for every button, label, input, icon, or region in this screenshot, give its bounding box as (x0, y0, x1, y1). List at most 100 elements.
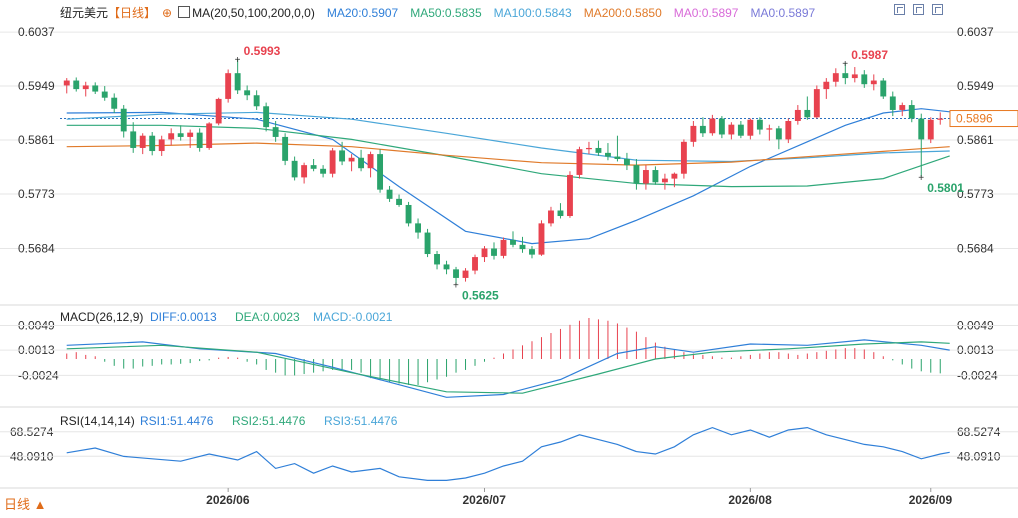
candle-body-82 (842, 73, 849, 79)
ma-value-2: MA100:0.5843 (493, 6, 572, 20)
ma-line-ma20 (66, 108, 950, 245)
price-tick-left-3: 0.5773 (18, 187, 55, 201)
candle-body-70 (728, 124, 735, 135)
candle-body-55 (586, 147, 592, 150)
candle-body-20 (253, 95, 260, 107)
candle-body-46 (500, 239, 507, 256)
candle-body-76 (785, 120, 792, 140)
candle-body-78 (804, 109, 811, 118)
current-price-text: 0.5896 (956, 112, 993, 126)
candle-body-26 (310, 165, 317, 169)
candle-body-19 (244, 90, 251, 96)
candle-body-22 (272, 127, 279, 137)
candle-body-75 (775, 128, 782, 140)
candle-body-18 (234, 73, 241, 91)
candle-body-11 (168, 133, 175, 140)
candle-body-88 (899, 105, 906, 110)
candle-body-89 (908, 105, 915, 119)
ma-value-4: MA0:0.5897 (673, 6, 739, 20)
candle-body-42 (462, 270, 469, 278)
candle-body-47 (510, 239, 516, 245)
expand-icon[interactable] (894, 4, 905, 15)
candle-body-44 (481, 248, 488, 258)
candle-body-39 (434, 254, 440, 265)
rsi-value-2: RSI3:51.4476 (324, 414, 398, 428)
x-label-2: 2026/08 (728, 493, 772, 507)
price-tick-left-4: 0.5684 (18, 242, 55, 256)
x-label-1: 2026/07 (463, 493, 507, 507)
candle-body-6 (120, 108, 127, 132)
candle-body-84 (861, 74, 868, 85)
macd-dea-line (66, 341, 950, 394)
annotation-low-2: 0.5801 (927, 181, 964, 195)
price-tick-right-0: 0.6037 (957, 25, 994, 39)
current-price-tag (949, 110, 1018, 128)
candle-body-83 (851, 74, 858, 79)
candle-body-25 (301, 165, 308, 178)
ma-header: 纽元美元【日线】 ⊕ MA(20,50,100,200,0,0) MA20:0.590… (60, 4, 827, 21)
candle-body-87 (889, 96, 896, 110)
annotation-low-1-marker: + (453, 281, 459, 292)
candle-body-5 (111, 97, 118, 109)
period-label[interactable]: 【日线】 (108, 6, 157, 20)
annotation-high-2: 0.5987 (851, 48, 888, 62)
candle-body-57 (604, 152, 611, 157)
candle-body-33 (377, 154, 384, 190)
annotation-high-1-marker: + (235, 55, 241, 66)
collapse-icon[interactable] (913, 4, 924, 15)
candle-body-60 (633, 165, 640, 184)
price-tick-left-2: 0.5861 (18, 133, 55, 147)
candle-body-49 (529, 249, 535, 255)
price-tick-right-3: 0.5773 (957, 187, 994, 201)
rsi-label: RSI(14,14,14) (60, 414, 135, 428)
ma-value-5: MA0:0.5897 (750, 6, 816, 20)
period-tab[interactable]: 日线 ▲ (0, 493, 56, 513)
candle-body-50 (538, 223, 545, 255)
candle-body-29 (339, 150, 346, 162)
macd-label: MACD(26,12,9) (60, 310, 143, 324)
candle-body-59 (623, 159, 630, 166)
annotation-low-1: 0.5625 (462, 289, 499, 303)
candle-body-4 (101, 91, 108, 98)
symbol-name: 纽元美元 (60, 6, 109, 20)
candle-body-15 (206, 123, 213, 148)
candle-body-67 (699, 125, 706, 134)
candle-body-41 (453, 269, 459, 278)
fullscreen-icon[interactable] (932, 4, 943, 15)
candle-body-37 (415, 223, 421, 233)
candle-body-1 (73, 80, 80, 90)
candle-body-61 (642, 170, 649, 184)
candle-body-81 (832, 73, 839, 82)
annotation-high-2-marker: + (842, 59, 848, 70)
rsi-value-1: RSI2:51.4476 (232, 414, 306, 428)
candle-body-56 (595, 147, 602, 153)
candle-body-62 (652, 170, 659, 183)
candle-body-30 (348, 157, 355, 162)
candle-body-63 (661, 178, 668, 183)
candle-body-64 (671, 173, 678, 179)
candle-body-40 (443, 264, 450, 270)
candle-body-0 (63, 80, 70, 86)
candle-body-80 (823, 81, 830, 90)
price-tick-left-1: 0.5949 (18, 79, 55, 93)
annotation-low-2-marker: + (918, 173, 924, 184)
settings-icon[interactable]: ⊕ (162, 6, 173, 20)
ma-icon[interactable] (178, 6, 191, 18)
candle-body-45 (491, 248, 497, 256)
candle-body-7 (130, 131, 137, 148)
candle-body-10 (158, 139, 165, 152)
candle-body-53 (567, 174, 573, 217)
candle-body-16 (215, 98, 222, 124)
candle-body-43 (472, 257, 478, 271)
candle-body-54 (576, 149, 583, 175)
x-label-3: 2026/09 (909, 493, 953, 507)
candle-body-36 (405, 204, 412, 224)
candle-body-72 (747, 119, 754, 136)
candle-body-27 (320, 168, 327, 174)
window-controls (894, 4, 943, 15)
candle-body-34 (386, 189, 393, 199)
ma-value-0: MA20:0.5907 (326, 6, 399, 20)
candle-body-21 (263, 106, 270, 128)
